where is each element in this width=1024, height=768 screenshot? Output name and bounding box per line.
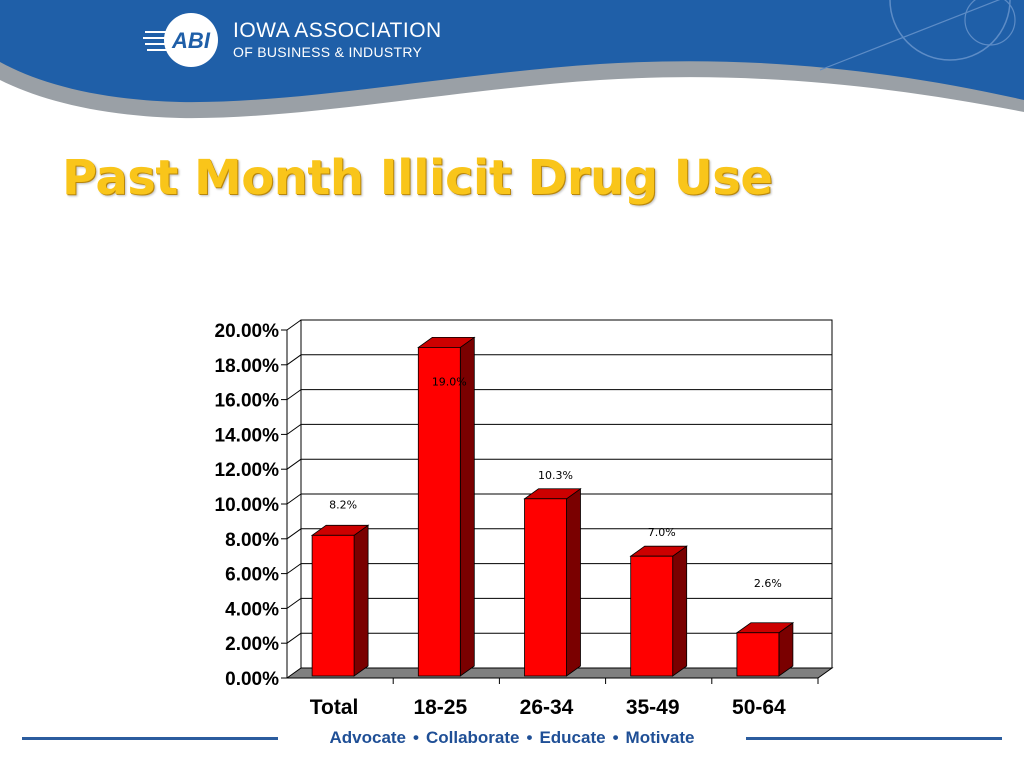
y-tick-label: 10.00% (215, 495, 280, 516)
gridline-side (286, 563, 302, 575)
logo-badge-text: ABI (171, 28, 211, 53)
gridline-side (286, 319, 302, 331)
org-name-line2: OF BUSINESS & INDUSTRY (233, 44, 423, 60)
header-band (0, 0, 1024, 119)
y-tick-label: 4.00% (225, 599, 279, 620)
footer-line-left (22, 737, 278, 740)
bar-side (672, 545, 688, 677)
bar-side (566, 488, 581, 677)
chart-labels: 0.00% 2.00% 4.00% 6.00% 8.00% 10.00% 12.00% 14.… (215, 321, 787, 719)
org-name: IOWA ASSOCIATION OF BUSINESS & INDUSTRY (233, 20, 442, 59)
chart-axes (281, 329, 819, 684)
bar (736, 632, 780, 677)
y-tick-label: 12.00% (215, 460, 280, 481)
gridline-side (286, 597, 302, 609)
abi-logo-icon: ABI (143, 13, 218, 67)
abi-logo: ABI (143, 12, 221, 68)
bar (311, 534, 355, 677)
gridline-side (286, 354, 302, 366)
gridline-side (286, 632, 302, 644)
tagline-word: Educate (539, 728, 606, 747)
tagline-separator: • (526, 728, 533, 747)
gridline-side (286, 423, 302, 435)
tagline-separator: • (612, 728, 619, 747)
x-tick-label: 18-25 (413, 696, 467, 719)
data-label: 10.3% (538, 469, 573, 482)
footer-line-right (746, 737, 1002, 740)
header-decor-circle (889, 0, 1011, 61)
gridline-side (286, 458, 302, 470)
gridline-side (286, 389, 302, 401)
y-tick-label: 20.00% (215, 321, 280, 342)
tagline-separator: • (413, 728, 419, 747)
y-tick-label: 16.00% (215, 391, 280, 412)
y-tick-label: 14.00% (215, 425, 280, 446)
tagline-word: Collaborate (425, 728, 520, 747)
page-title: Past Month Illicit Drug Use (62, 150, 773, 206)
bar (630, 555, 674, 677)
header-decor-line (819, 0, 1001, 71)
tagline-word: Motivate (625, 728, 695, 747)
bar (417, 346, 461, 677)
x-tick-label: 35-49 (626, 696, 680, 719)
data-label: 7.0% (648, 526, 676, 539)
chart-bars (310, 336, 795, 677)
gridline-side (286, 493, 302, 505)
tagline-word: Advocate (329, 728, 407, 747)
x-tick-label: 26-34 (520, 696, 574, 719)
data-label: 19.0% (432, 375, 467, 388)
y-tick-label: 6.00% (225, 565, 279, 586)
data-label: 2.6% (754, 577, 782, 590)
header-decor-circle-small (964, 0, 1016, 46)
gridline-side (286, 528, 302, 540)
bar (524, 498, 567, 677)
org-name-line1: IOWA ASSOCIATION (233, 19, 442, 42)
x-tick-label: Total (310, 696, 359, 719)
y-tick-label: 8.00% (225, 530, 279, 551)
y-tick-label: 0.00% (225, 669, 279, 690)
header-blue-band (0, 0, 1024, 103)
bar-side (353, 524, 369, 677)
data-label: 8.2% (329, 498, 357, 511)
footer-tagline: Advocate • Collaborate • Educate • Motivate (0, 728, 1024, 748)
y-tick-label: 2.00% (225, 634, 279, 655)
y-tick-label: 18.00% (215, 356, 280, 377)
x-tick-label: 50-64 (732, 696, 786, 719)
